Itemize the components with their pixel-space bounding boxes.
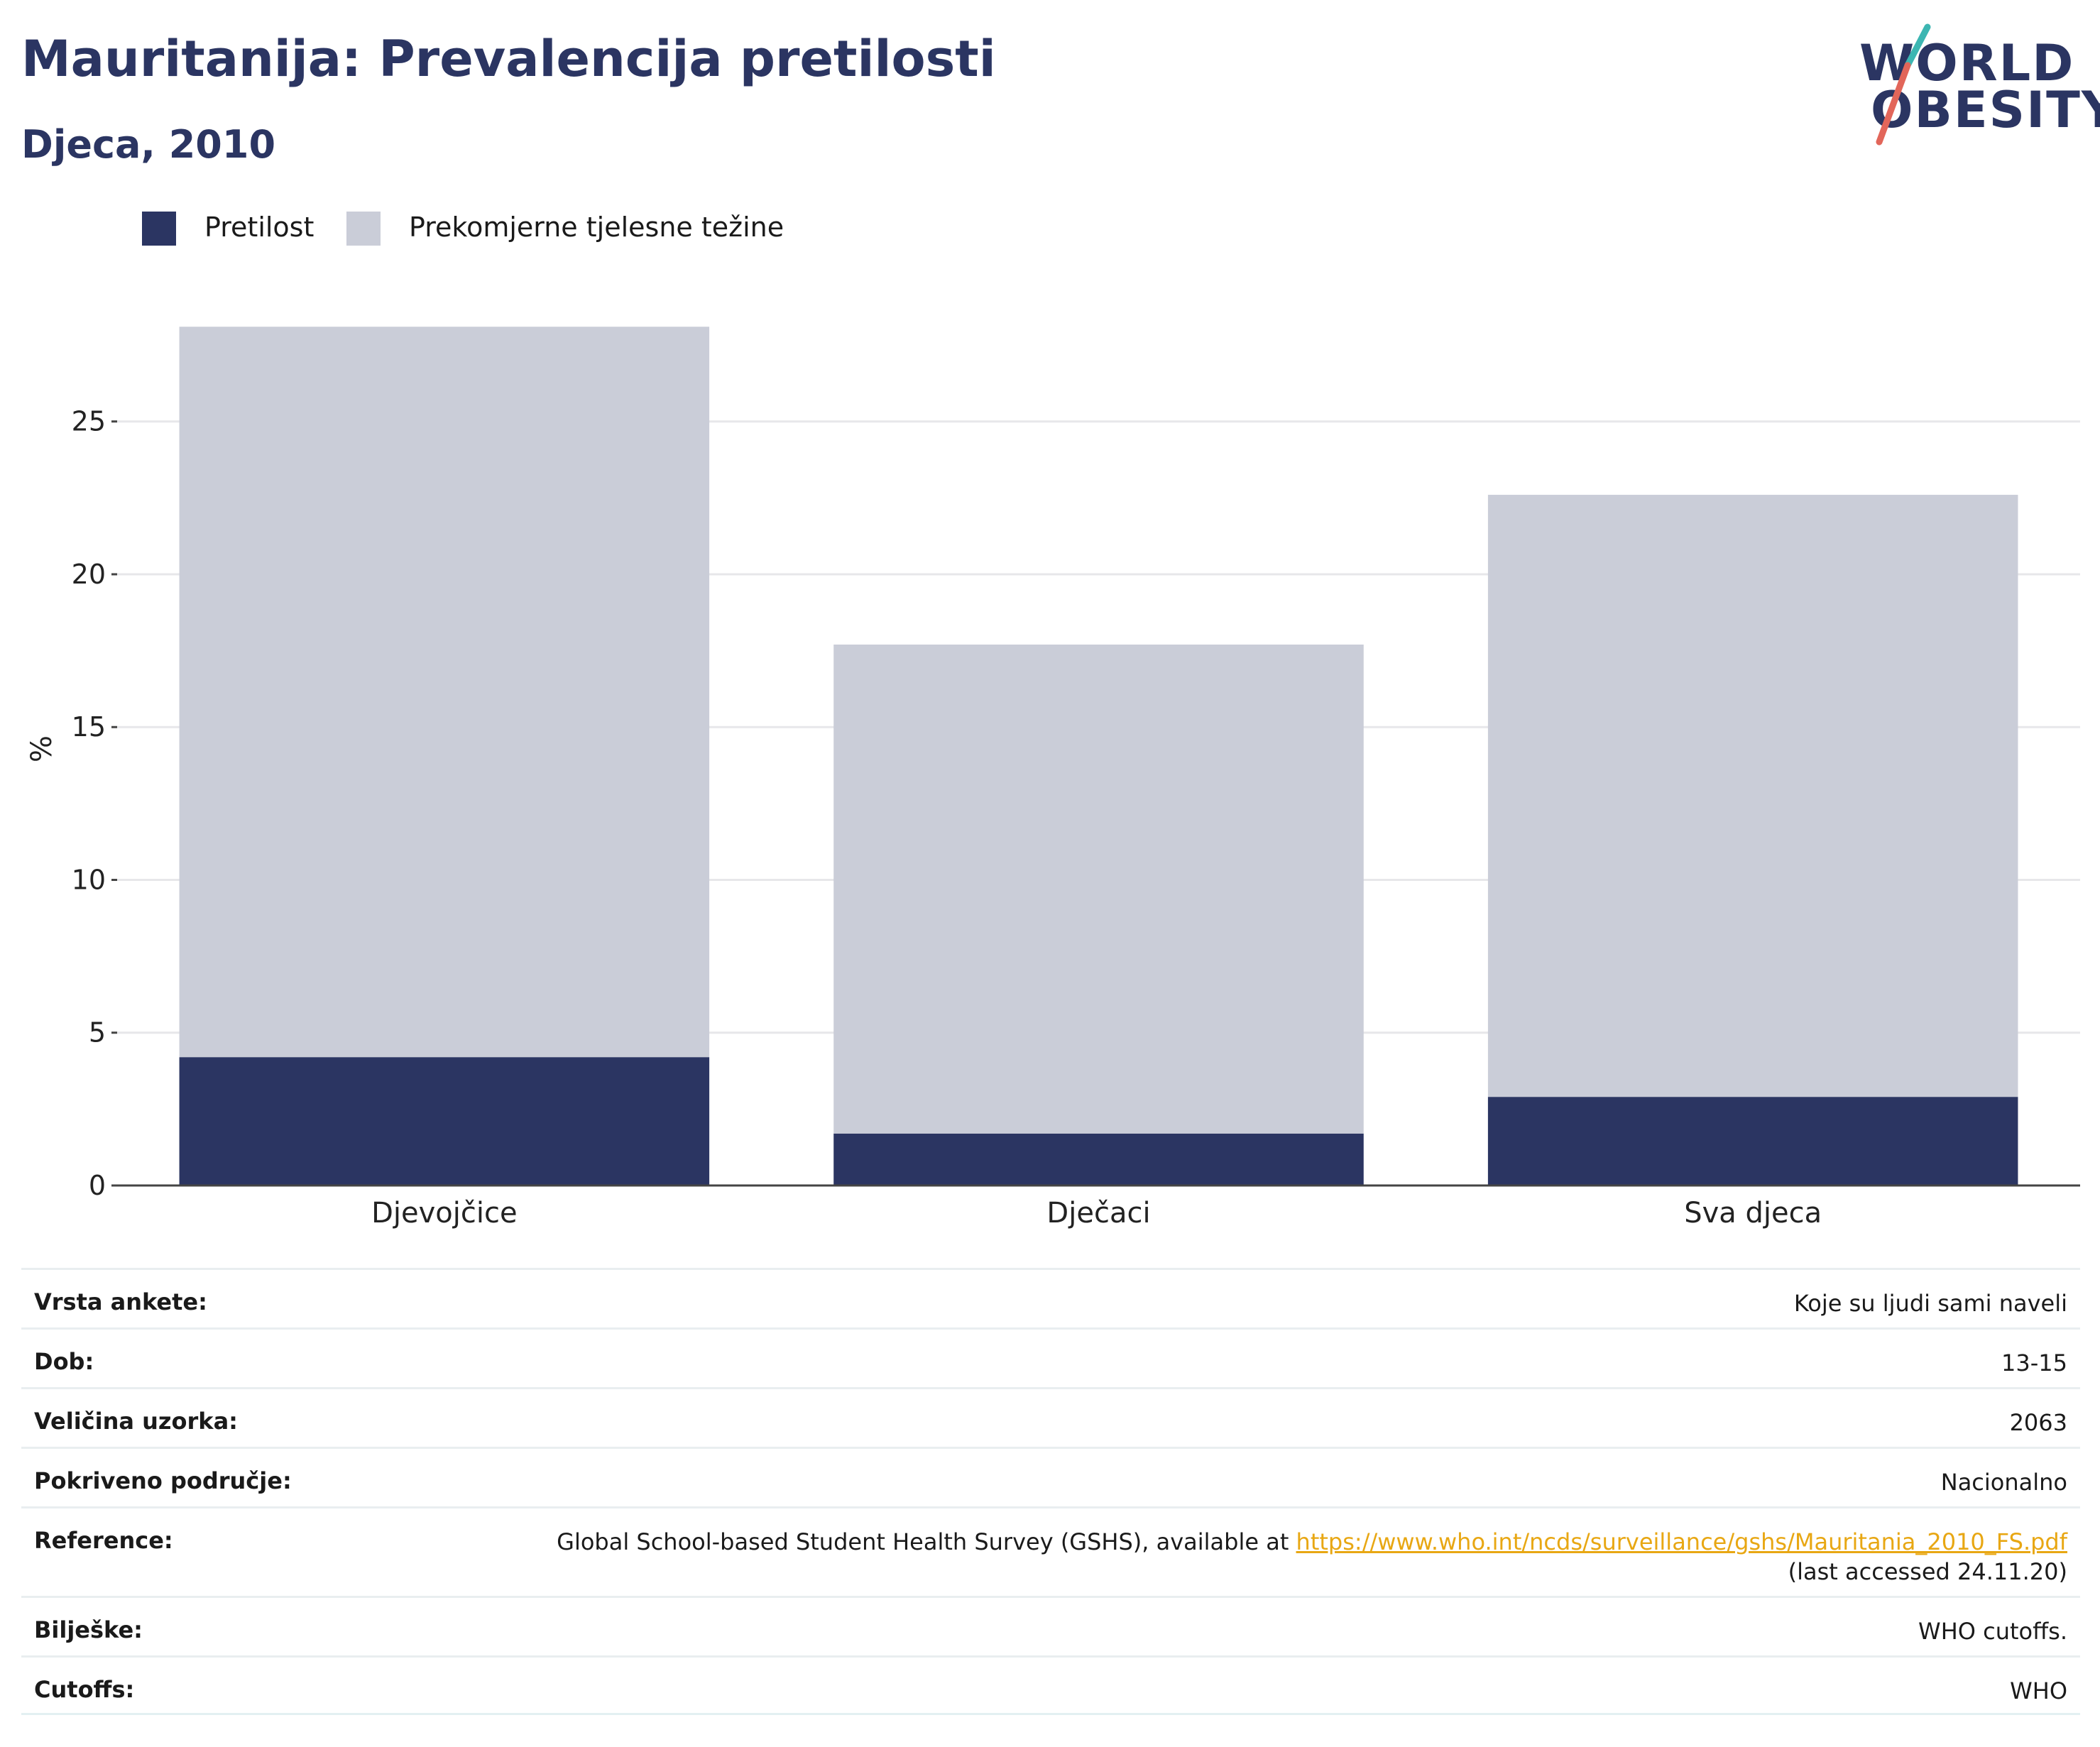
survey-info-table: Vrsta ankete: Koje su ljudi sami naveli … (21, 1268, 2080, 1715)
x-tick-label: Djevojčice (371, 1197, 518, 1230)
world-obesity-logo: WORLD OBESITY (1849, 21, 2100, 149)
y-tick-label: 20 (72, 559, 106, 590)
axes: 0 5 10 15 20 25% Djevojčice Dječaci Sva djeca (26, 406, 2080, 1230)
reference-accessed: (last accessed 24.11.20) (1788, 1558, 2067, 1585)
x-tick-label: Sva djeca (1684, 1197, 1822, 1230)
info-row-references: Reference: Global School-based Student H… (21, 1506, 2080, 1596)
legend-label-overweight: Prekomjerne tjelesne težine (409, 212, 784, 243)
bars (179, 327, 2018, 1185)
logo-word-obesity: OBESITY (1871, 81, 2100, 139)
y-tick-label: 10 (72, 864, 106, 895)
chart-subtitle: Djeca, 2010 (21, 122, 276, 167)
bar-obesity-0[interactable] (179, 1057, 710, 1185)
legend-swatch-overweight (346, 212, 381, 246)
info-row-sample-size: Veličina uzorka: 2063 (21, 1387, 2080, 1447)
y-tick-label: 25 (72, 406, 106, 437)
info-value: Koje su ljudi sami naveli (1793, 1290, 2067, 1317)
info-row-age: Dob: 13-15 (21, 1327, 2080, 1387)
info-value: WHO cutoffs. (1918, 1618, 2067, 1645)
info-label: Cutoffs: (34, 1676, 135, 1703)
info-value: WHO (2010, 1677, 2067, 1704)
info-value: 13-15 (2001, 1349, 2067, 1376)
legend-swatch-obesity (142, 212, 176, 246)
bar-obesity-2[interactable] (1487, 1097, 2018, 1185)
info-value: 2063 (2009, 1409, 2067, 1436)
info-row-survey-type: Vrsta ankete: Koje su ljudi sami naveli (21, 1268, 2080, 1327)
legend-label-obesity: Pretilost (204, 212, 315, 243)
info-row-area-covered: Pokriveno područje: Nacionalno (21, 1447, 2080, 1506)
bar-overweight-2[interactable] (1487, 495, 2018, 1097)
y-tick-label: 15 (72, 711, 106, 743)
info-label: Bilješke: (34, 1616, 143, 1643)
info-row-cutoffs: Cutoffs: WHO (21, 1655, 2080, 1715)
logo-slash-icon (1876, 23, 1931, 146)
bar-overweight-0[interactable] (179, 327, 710, 1058)
y-tick-label: 5 (89, 1017, 106, 1048)
reference-text: Global School-based Student Health Surve… (557, 1528, 1296, 1555)
chart-title: Mauritanija: Prevalencija pretilosti (21, 30, 996, 88)
y-tick-label: 0 (89, 1170, 106, 1201)
info-label: Reference: (34, 1527, 173, 1554)
y-axis-title: % (26, 735, 58, 762)
info-label: Pokriveno područje: (34, 1467, 292, 1494)
logo-word-world: WORLD (1859, 34, 2075, 92)
x-tick-label: Dječaci (1046, 1197, 1150, 1230)
info-value: Nacionalno (1940, 1469, 2067, 1496)
info-value: Global School-based Student Health Surve… (557, 1527, 2067, 1587)
bar-overweight-1[interactable] (833, 645, 1364, 1134)
reference-link[interactable]: https://www.who.int/ncds/surveillance/gs… (1296, 1528, 2067, 1555)
bar-chart: 0 5 10 15 20 25% Djevojčice Dječaci Sva djeca (26, 327, 2080, 1230)
info-row-notes: Bilješke: WHO cutoffs. (21, 1596, 2080, 1655)
info-label: Vrsta ankete: (34, 1288, 207, 1315)
info-label: Dob: (34, 1348, 94, 1375)
bar-obesity-1[interactable] (833, 1133, 1364, 1185)
info-label: Veličina uzorka: (34, 1408, 238, 1435)
